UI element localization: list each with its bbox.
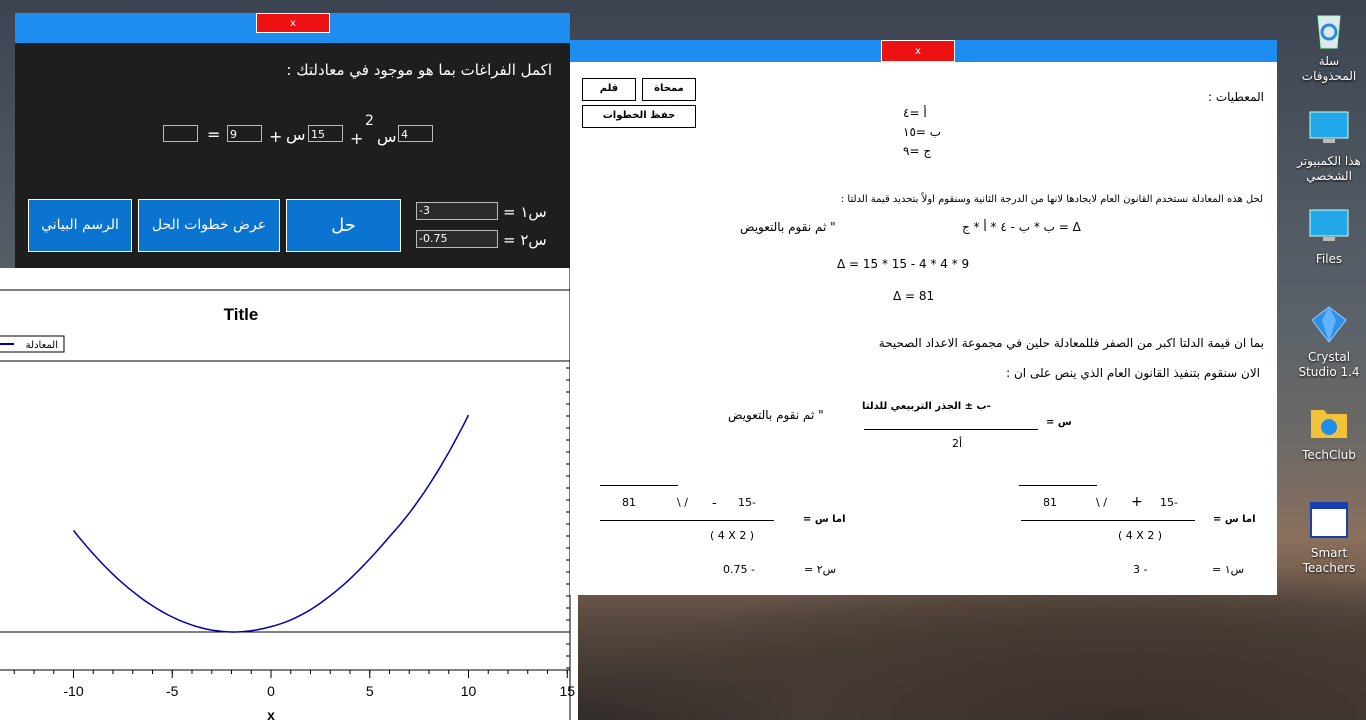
desktop-icon-label: Smart Teachers: [1302, 546, 1356, 575]
result-input[interactable]: [163, 125, 198, 142]
solver-titlebar: x: [15, 13, 570, 43]
substitute-note: " ثم نقوم بالتعويض: [728, 408, 824, 422]
c-coefficient-input[interactable]: 9: [227, 125, 262, 142]
desktop-icon-crystal-studio[interactable]: Crystal Studio 1.4: [1294, 304, 1364, 380]
law-denominator: 2أ: [952, 437, 963, 450]
plus-sign: +: [269, 127, 283, 146]
legend-box: [0, 335, 65, 353]
law-intro: الان سنقوم بتنفيذ القانون العام الذي ينص…: [1006, 366, 1260, 380]
plus-sign: +: [350, 129, 364, 148]
x1-label: س١ =: [503, 203, 547, 221]
x2-delta-value: 81: [622, 496, 636, 509]
solver-prompt: اكمل الفراغات بما هو موجود في معادلتك :: [286, 61, 552, 79]
x-squared-label: س: [377, 127, 397, 146]
intro-text: لحل هذه المعادلة نستخدم القانون العام لا…: [840, 194, 1263, 205]
eraser-button[interactable]: ممحاة: [642, 78, 696, 101]
graph-window: Title المعادلة -10 -5 0 5 10 15 x: [0, 268, 597, 723]
folder-icon: [1311, 410, 1347, 438]
graph-button[interactable]: الرسم البياني: [28, 199, 132, 252]
delta-substitution: Δ = 15 * 15 - 4 * 4 * 9: [837, 257, 970, 271]
x2-result-field: -0.75: [416, 230, 498, 248]
x1-sqrt-sign: \ /: [1096, 496, 1107, 509]
x-tick-label: -10: [63, 683, 83, 699]
substitute-note: " ثم نقوم بالتعويض: [740, 220, 836, 234]
x2-final-label: س٢ =: [804, 563, 837, 576]
pen-button[interactable]: قلم: [582, 78, 636, 101]
given-c: ج =٩: [903, 144, 932, 158]
desktop-icon-recycle-bin[interactable]: سلة المحذوفات: [1294, 8, 1364, 84]
desktop-icon-files[interactable]: Files: [1294, 206, 1364, 267]
x1-denominator: ( 4 X 2 ): [1118, 529, 1163, 542]
series-line-equation: [72, 414, 470, 633]
x2-sqrt-bar: [600, 485, 678, 486]
steps-window: x قلم ممحاة حفظ الخطوات المعطيات : أ =٤ …: [570, 40, 1277, 595]
desktop-icon-label: Files: [1315, 252, 1343, 266]
solve-button[interactable]: حل: [286, 199, 401, 252]
desktop-icon-label: Crystal Studio 1.4: [1298, 350, 1360, 379]
delta-conclusion: بما ان قيمة الدلتا اكبر من الصفر فللمعاد…: [878, 336, 1264, 350]
desktop-icon-smart-teachers[interactable]: Smart Teachers: [1294, 500, 1364, 576]
steps-titlebar: x: [570, 40, 1277, 62]
x2-label: س٢ =: [503, 231, 547, 249]
recycle-bin-icon: [1317, 15, 1341, 49]
solver-close-button[interactable]: x: [256, 13, 330, 33]
x1-final-value: 3 -: [1133, 563, 1148, 576]
desktop-icon-label: TechClub: [1302, 448, 1356, 462]
desktop-icon-this-pc[interactable]: هذا الكمبيوتر الشخصي: [1294, 108, 1364, 184]
legend-label: المعادلة: [26, 340, 58, 351]
steps-close-button[interactable]: x: [881, 40, 955, 62]
x2-denominator: ( 4 X 2 ): [710, 529, 755, 542]
right-axis-ticks: [566, 367, 570, 669]
monitor-icon: [1309, 111, 1349, 143]
x2-fraction-label: اما س =: [803, 514, 846, 525]
equals-sign: =: [207, 125, 221, 144]
x2-final-value: 0.75 -: [723, 563, 755, 576]
solver-window: x اكمل الفراغات بما هو موجود في معادلتك …: [15, 13, 570, 268]
equation-chart: Title المعادلة -10 -5 0 5 10 15 x: [0, 268, 597, 723]
b-coefficient-input[interactable]: 15: [308, 125, 343, 142]
desktop-icon-techclub[interactable]: TechClub: [1294, 402, 1364, 463]
plot-area: [0, 360, 571, 671]
law-numerator: -ب ± الجذر التربيعي للدلتا: [862, 401, 991, 412]
exponent-label: 2: [365, 113, 374, 129]
a-coefficient-input[interactable]: 4: [398, 125, 433, 142]
desktop-icon-label: هذا الكمبيوتر الشخصي: [1297, 154, 1361, 183]
x-axis-ticks: -10 -5 0 5 10 15: [13, 670, 575, 699]
law-x-label: س =: [1046, 417, 1072, 428]
delta-formula: Δ = ب * ب - ٤ * أ * ج: [962, 220, 1081, 234]
delta-result: Δ = 81: [893, 289, 935, 303]
x-term-label: س: [286, 125, 306, 144]
given-b: ب =١٥: [903, 125, 942, 139]
x-tick-label: 15: [559, 683, 575, 699]
x1-final-label: س١ =: [1212, 563, 1245, 576]
x1-operator: +: [1131, 494, 1143, 510]
x-tick-label: 0: [267, 683, 275, 699]
x1-sqrt-bar: [1019, 485, 1097, 486]
desktop-icon-label: سلة المحذوفات: [1301, 54, 1357, 83]
x-tick-label: -5: [166, 683, 179, 699]
x2-operator: -: [712, 496, 717, 511]
show-steps-button[interactable]: عرض خطوات الحل: [138, 199, 280, 252]
save-steps-button[interactable]: حفظ الخطوات: [582, 105, 696, 128]
x1-fraction-bar: [1021, 520, 1195, 521]
x2-sqrt-sign: \ /: [677, 496, 688, 509]
x1-result-field: -3: [416, 202, 498, 220]
chart-legend: المعادلة: [0, 335, 65, 353]
x-axis-label: x: [267, 707, 275, 720]
given-a: أ =٤: [903, 106, 927, 120]
monitor-icon: [1309, 209, 1349, 241]
givens-label: المعطيات :: [1208, 90, 1264, 104]
app-window-icon: [1310, 502, 1348, 538]
x1-delta-value: 81: [1043, 496, 1057, 509]
x-tick-label: 5: [366, 683, 374, 699]
x2-b-value: 15-: [738, 496, 756, 509]
law-fraction-bar: [864, 429, 1038, 430]
x2-fraction-bar: [600, 520, 774, 521]
x1-b-value: 15-: [1160, 496, 1178, 509]
x-tick-label: 10: [461, 683, 477, 699]
crystal-icon: [1311, 306, 1347, 343]
chart-title: Title: [224, 305, 259, 324]
x1-fraction-label: اما س =: [1213, 514, 1256, 525]
